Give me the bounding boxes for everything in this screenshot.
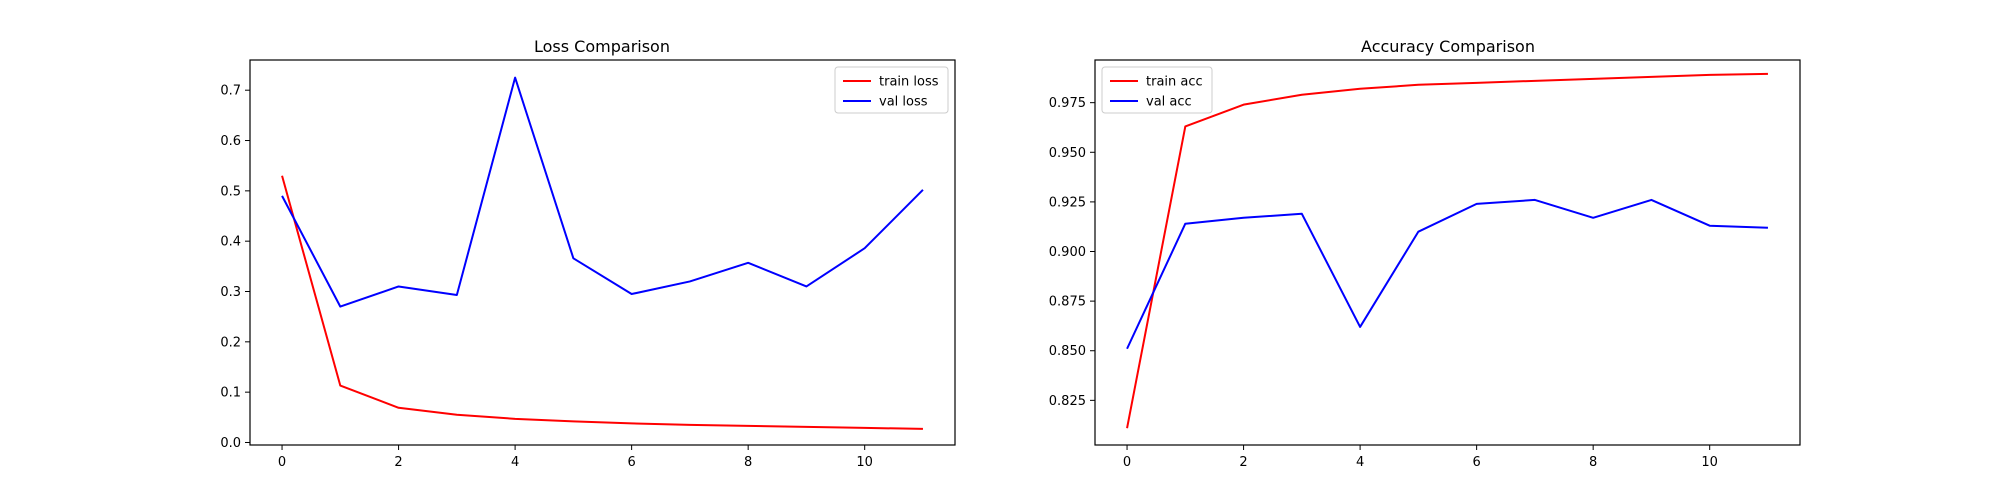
y-tick-label: 0.850 (1049, 344, 1086, 359)
x-tick-label: 0 (278, 455, 286, 470)
series-line-train-acc (1126, 72, 1768, 429)
chart-title: Accuracy Comparison (1361, 37, 1535, 56)
series-line-train-loss (281, 175, 923, 430)
y-tick-label: 0.7 (220, 84, 241, 99)
y-tick-label: 0.5 (220, 184, 241, 199)
legend-label: val loss (879, 95, 928, 110)
legend: train loss val loss (834, 66, 949, 114)
y-tick-label: 0.6 (220, 134, 241, 149)
x-tick-label: 2 (394, 455, 402, 470)
y-tick-label: 0.925 (1049, 195, 1086, 210)
loss-comparison-chart: Loss Comparison 0 2 4 6 8 10 0.0 0.1 0.2 0.3 0.4 0.… (220, 37, 956, 470)
y-tick-label: 0.900 (1049, 245, 1086, 260)
legend-label: train acc (1146, 75, 1203, 90)
x-tick-label: 0 (1123, 455, 1131, 470)
legend-label: train loss (879, 75, 939, 90)
x-tick-label: 8 (1589, 455, 1597, 470)
plot-area (1094, 59, 1801, 446)
x-tick-label: 10 (1701, 455, 1718, 470)
y-tick-label: 0.0 (220, 436, 241, 451)
x-tick-label: 10 (856, 455, 873, 470)
x-tick-label: 6 (627, 455, 635, 470)
y-tick-label: 0.950 (1049, 146, 1086, 161)
plot-area (249, 59, 956, 446)
chart-title: Loss Comparison (534, 37, 670, 56)
x-tick-label: 4 (1356, 455, 1364, 470)
x-tick-label: 8 (744, 455, 752, 470)
y-tick-label: 0.875 (1049, 295, 1086, 310)
y-tick-label: 0.3 (220, 285, 241, 300)
y-tick-label: 0.825 (1049, 394, 1086, 409)
y-tick-label: 0.2 (220, 335, 241, 350)
legend: train acc val acc (1101, 66, 1213, 114)
legend-label: val acc (1146, 95, 1192, 110)
y-tick-label: 0.4 (220, 235, 241, 250)
y-tick-label: 0.1 (220, 386, 241, 401)
y-tick-label: 0.975 (1049, 96, 1086, 111)
accuracy-comparison-chart: Accuracy Comparison 0 2 4 6 8 10 0.825 0.850 0.8… (1049, 37, 1801, 470)
x-tick-label: 4 (511, 455, 519, 470)
series-line-val-acc (1126, 198, 1768, 350)
x-tick-label: 6 (1472, 455, 1480, 470)
x-tick-label: 2 (1239, 455, 1247, 470)
series-line-val-loss (281, 76, 924, 308)
